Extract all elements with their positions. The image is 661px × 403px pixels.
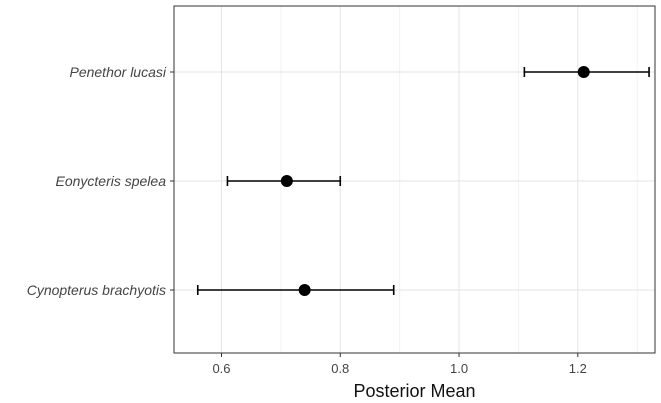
x-tick-label: 1.2 [569,361,587,376]
category-label: Eonycteris spelea [55,173,166,189]
x-tick-label: 0.8 [331,361,349,376]
panel-border [173,5,656,354]
data-point [577,66,590,78]
x-tick-label: 1.0 [450,361,468,376]
data-point [298,284,311,296]
grid-layer [174,6,655,353]
x-axis-title: Posterior Mean [353,381,475,401]
category-label: Penethor lucasi [69,64,166,80]
x-tick-label: 0.6 [212,361,230,376]
data-layer [196,66,650,296]
category-label: Cynopterus brachyotis [27,282,166,298]
data-point [280,175,293,187]
label-layer: 0.6 0.8 1.0 1.2 Penethor lucasi Eonycteris sp… [27,64,587,376]
